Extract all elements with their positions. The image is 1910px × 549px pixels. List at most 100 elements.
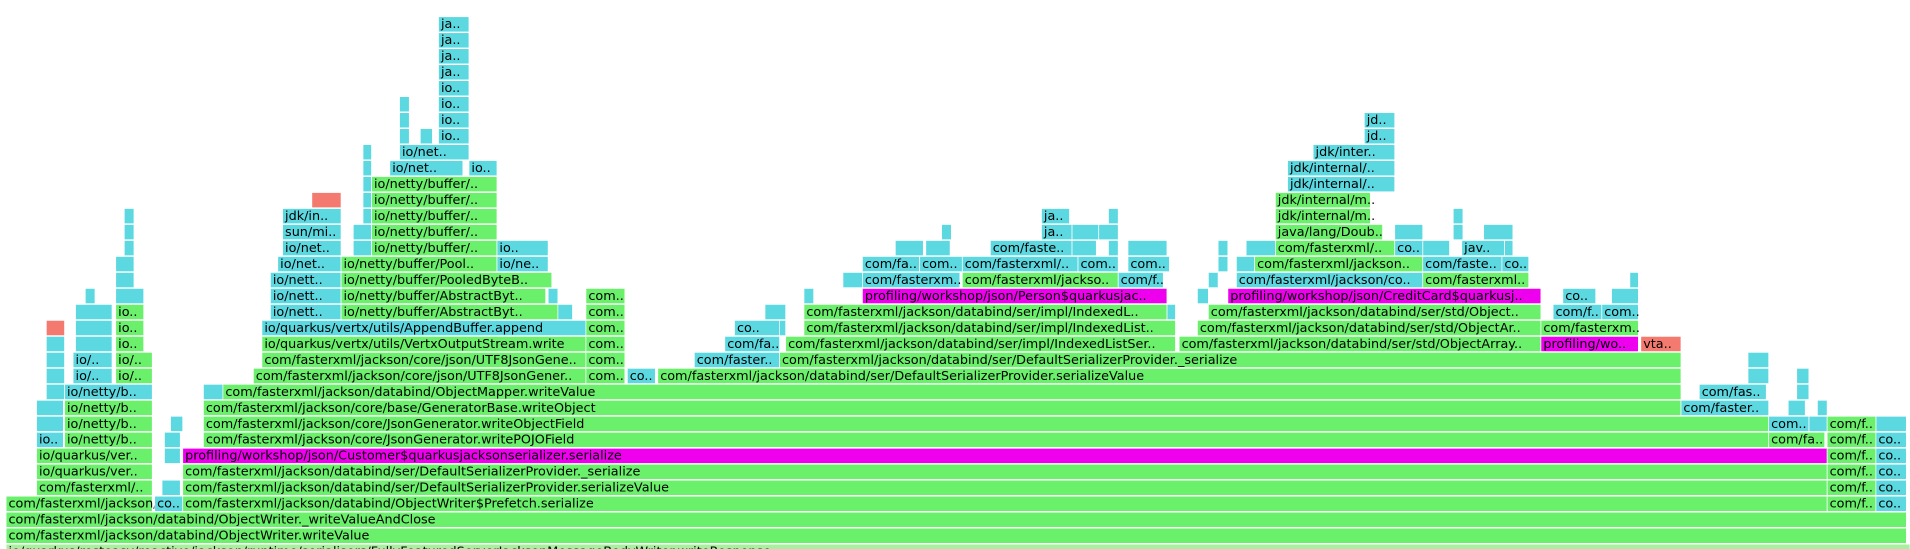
frame[interactable] <box>785 335 1176 352</box>
frame[interactable] <box>779 351 1682 368</box>
frame[interactable] <box>36 479 153 496</box>
frame[interactable] <box>72 351 113 368</box>
frame[interactable] <box>371 176 498 193</box>
frame[interactable] <box>724 335 780 352</box>
frame[interactable] <box>585 351 626 368</box>
frame[interactable] <box>5 511 1907 528</box>
frame[interactable] <box>803 320 1176 336</box>
frame[interactable] <box>496 256 549 273</box>
frame[interactable] <box>1875 463 1907 480</box>
frame[interactable] <box>496 240 549 257</box>
frame[interactable] <box>282 224 342 241</box>
frame[interactable] <box>1540 320 1639 336</box>
frame[interactable] <box>1287 176 1396 193</box>
frame[interactable] <box>585 320 626 336</box>
frame[interactable] <box>64 415 153 432</box>
frame[interactable] <box>1640 335 1682 352</box>
frame[interactable] <box>585 304 626 321</box>
frame[interactable] <box>72 367 113 384</box>
frame[interactable] <box>1540 335 1639 352</box>
frame[interactable] <box>115 304 145 321</box>
frame[interactable] <box>1274 224 1383 241</box>
frame-label: io.. <box>118 321 137 336</box>
frame[interactable] <box>1363 112 1396 129</box>
frame[interactable] <box>438 112 470 129</box>
frame[interactable] <box>389 160 464 177</box>
frame[interactable] <box>1768 415 1810 432</box>
frame[interactable] <box>371 224 498 241</box>
frame[interactable] <box>626 367 656 384</box>
frame[interactable] <box>1208 304 1542 321</box>
frame[interactable] <box>1875 431 1907 448</box>
frame[interactable] <box>1680 399 1770 416</box>
frame[interactable] <box>1601 304 1639 321</box>
frame[interactable] <box>1394 240 1424 257</box>
frame[interactable] <box>399 144 470 161</box>
frame[interactable] <box>340 304 559 321</box>
frame[interactable] <box>36 431 64 448</box>
frame[interactable] <box>438 64 470 81</box>
frame[interactable] <box>1562 288 1597 305</box>
frame[interactable] <box>282 240 342 257</box>
frame[interactable] <box>734 320 780 336</box>
frame[interactable] <box>438 96 470 113</box>
frame[interactable] <box>1875 495 1907 512</box>
frame[interactable] <box>5 543 1910 549</box>
frame-label: jd.. <box>1366 113 1387 128</box>
frame[interactable] <box>115 320 145 336</box>
frame[interactable] <box>989 240 1073 257</box>
frame[interactable] <box>438 128 470 145</box>
frame[interactable] <box>64 399 153 416</box>
frame[interactable] <box>115 367 153 384</box>
frame[interactable] <box>115 335 145 352</box>
frame[interactable] <box>1461 240 1505 257</box>
frame[interactable] <box>438 32 470 49</box>
frame[interactable] <box>115 351 153 368</box>
frame[interactable] <box>36 463 153 480</box>
frame[interactable] <box>1363 128 1396 145</box>
frame[interactable] <box>1501 256 1530 273</box>
frame[interactable] <box>1274 208 1371 225</box>
frame[interactable] <box>340 288 547 305</box>
frame[interactable] <box>438 48 470 65</box>
frame[interactable] <box>340 272 553 289</box>
frame[interactable] <box>1422 272 1530 289</box>
frame[interactable] <box>862 288 1168 305</box>
frame[interactable] <box>1274 192 1371 209</box>
frame <box>842 272 863 289</box>
frame[interactable] <box>5 495 153 512</box>
frame[interactable] <box>1117 272 1164 289</box>
frame[interactable] <box>1768 431 1826 448</box>
frame[interactable] <box>64 431 153 448</box>
frame[interactable] <box>282 208 342 225</box>
frame[interactable] <box>1826 415 1877 432</box>
frame[interactable] <box>585 367 626 384</box>
frame[interactable] <box>64 383 153 400</box>
frame[interactable] <box>1041 208 1070 225</box>
frame[interactable] <box>585 335 626 352</box>
frame[interactable] <box>803 304 1168 321</box>
frame[interactable] <box>862 272 961 289</box>
frame <box>1808 415 1828 432</box>
frame[interactable] <box>1127 256 1170 273</box>
frame[interactable] <box>1227 288 1542 305</box>
frame[interactable] <box>1698 383 1767 400</box>
frame[interactable] <box>1077 256 1119 273</box>
frame[interactable] <box>222 383 1682 400</box>
frame[interactable] <box>1875 447 1907 464</box>
frame[interactable] <box>585 288 626 305</box>
frame[interactable] <box>438 80 470 97</box>
frame[interactable] <box>1041 224 1073 241</box>
frame[interactable] <box>5 527 1907 544</box>
frame[interactable] <box>371 208 498 225</box>
frame[interactable] <box>438 16 470 33</box>
frame[interactable] <box>657 367 1682 384</box>
frame-label: io/ne.. <box>499 257 539 272</box>
frame[interactable] <box>1875 479 1907 496</box>
frame[interactable] <box>36 447 153 464</box>
frame[interactable] <box>1287 160 1396 177</box>
frame[interactable] <box>468 160 498 177</box>
frame-group: com/fasterxml/jackson/databind/ObjectWri… <box>5 527 1907 544</box>
frame[interactable] <box>1312 144 1396 161</box>
frame[interactable] <box>371 192 498 209</box>
